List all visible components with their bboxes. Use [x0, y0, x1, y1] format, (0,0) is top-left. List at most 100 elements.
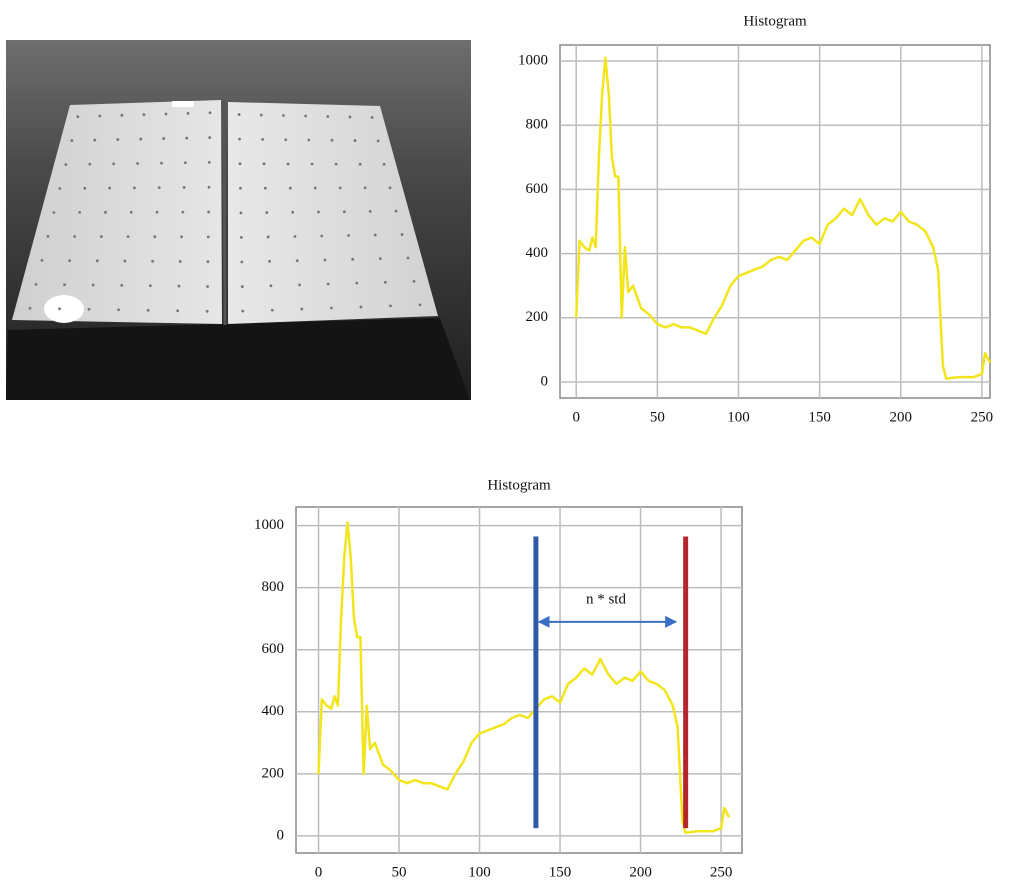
photo-dot [93, 138, 97, 142]
photo-dot [186, 112, 190, 115]
y-tick-label: 1000 [518, 52, 548, 68]
photo-dot [146, 308, 150, 312]
photo-dot [139, 137, 143, 141]
photo-dot [129, 210, 133, 214]
photo-dot [351, 257, 355, 261]
photo-dot [286, 162, 290, 166]
photo-dot [237, 113, 241, 116]
photo-dot [288, 186, 292, 190]
photo-dot [358, 162, 362, 166]
x-tick-label: 100 [727, 409, 750, 425]
photo-dot [282, 114, 285, 117]
x-tick-label: 200 [890, 409, 913, 425]
photo-dot [108, 186, 111, 190]
photo-dot [155, 210, 159, 214]
photo-dot [295, 259, 299, 263]
photo-stand [6, 318, 470, 400]
photo-dot [68, 259, 71, 262]
photo-dot [265, 211, 269, 214]
photo-dot [359, 305, 363, 309]
photo-dot [240, 285, 244, 288]
photo-dot [323, 258, 327, 262]
photo-dot [291, 210, 295, 214]
photo-dot [120, 284, 124, 287]
photo-dot [373, 233, 377, 237]
photo-dot [99, 235, 103, 238]
photo-dot [406, 256, 410, 260]
photo-dot [206, 260, 210, 264]
photo-dot [259, 113, 263, 117]
photo-dot [268, 259, 271, 263]
photo-dot [184, 161, 187, 165]
photo-dot [310, 162, 314, 166]
photo-dot [348, 115, 352, 119]
x-tick-label: 50 [392, 864, 407, 880]
photo-dot [298, 283, 301, 287]
photo-dot [123, 259, 127, 263]
photo-dot [206, 285, 209, 288]
y-tick-label: 200 [262, 765, 285, 781]
histogram-line [574, 56, 992, 380]
photo-dot [238, 162, 242, 166]
photo-panel [12, 100, 222, 324]
photo-dot [329, 306, 333, 310]
photo-dot [34, 282, 38, 286]
photo-dot [148, 284, 152, 288]
photo-dot [389, 304, 392, 308]
photo-dot [307, 138, 311, 142]
photo-dot [207, 210, 211, 214]
photo-dot [126, 235, 130, 239]
x-tick-label: 50 [650, 409, 665, 425]
photo-dot [347, 234, 350, 237]
annotation-text: n * std [586, 591, 627, 607]
photo-dot [208, 111, 212, 115]
photo-dot [70, 139, 74, 142]
photo-dot [317, 210, 320, 214]
photo-dot [164, 112, 168, 116]
photo-dot [326, 115, 330, 118]
chart-title: Histogram [743, 13, 807, 29]
photo-dot [95, 259, 99, 263]
photo-dot [334, 162, 338, 166]
photo-dot [313, 186, 317, 190]
photo-dot [177, 284, 181, 288]
x-tick-label: 200 [629, 864, 652, 880]
y-tick-label: 200 [526, 309, 549, 325]
x-tick-label: 0 [572, 409, 580, 425]
photo-panel [228, 102, 438, 324]
photo-dot [264, 186, 267, 190]
photo-dot [181, 210, 185, 214]
photo-dot [241, 309, 245, 313]
x-tick-label: 100 [468, 864, 491, 880]
photo-dot [52, 211, 56, 214]
photo-dot [342, 210, 346, 214]
photo-dot [293, 235, 297, 238]
photo-dot [239, 186, 242, 190]
photo-dot [120, 113, 124, 117]
chart-title: Histogram [487, 477, 551, 493]
photo-dot [353, 139, 357, 142]
photo-dot [284, 138, 288, 142]
photo-dot [384, 280, 387, 284]
photo-dot [162, 137, 166, 140]
photo-dot [239, 236, 243, 239]
photo-dot [153, 235, 157, 239]
photo-dot [46, 235, 50, 238]
photo-dot [382, 162, 386, 166]
photo-dot [208, 136, 212, 139]
y-tick-label: 800 [262, 579, 285, 595]
photo-dot [83, 186, 87, 190]
photo-dot [136, 162, 139, 165]
photo-dot [133, 186, 136, 190]
photo-dot [176, 309, 180, 313]
histogram-line [317, 521, 731, 835]
photo-dot [355, 281, 359, 285]
photo-dot [182, 186, 186, 189]
photo-dot [388, 186, 392, 190]
photo-dot [88, 162, 92, 166]
y-tick-label: 400 [262, 703, 285, 719]
photo-dot [238, 137, 241, 141]
x-tick-label: 150 [549, 864, 572, 880]
photo-dot [300, 307, 304, 311]
